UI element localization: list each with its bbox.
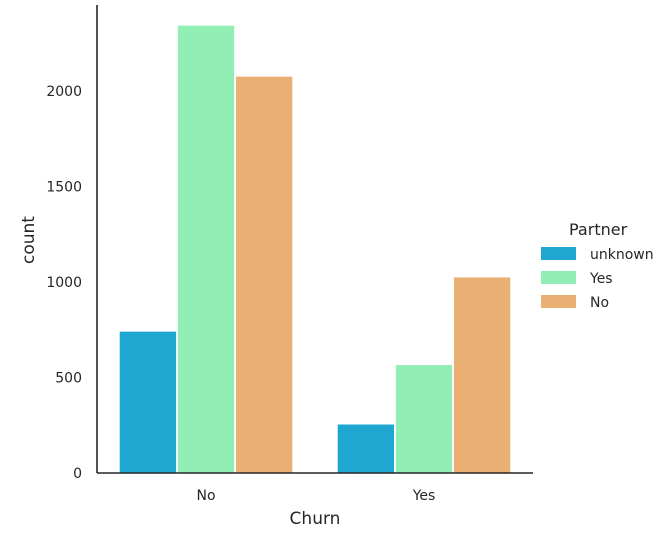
bar-no-unknown [118, 330, 177, 474]
legend-swatch-yes [541, 271, 576, 284]
y-tick-label-1000: 1000 [46, 275, 82, 291]
bar-yes-yes [395, 364, 453, 474]
y-tick-label-2000: 2000 [46, 84, 82, 100]
bar-no-no [235, 75, 294, 474]
legend-swatch-no [541, 295, 576, 308]
bar-no-yes [177, 24, 235, 474]
y-ticks-group: 0 500 1000 1500 2000 [46, 84, 82, 482]
x-tick-label-no: No [196, 488, 215, 504]
legend-label-yes: Yes [589, 271, 613, 287]
legend-label-no: No [590, 295, 609, 311]
x-tick-label-yes: Yes [412, 488, 436, 504]
x-ticks-group: No Yes [196, 488, 435, 504]
legend-label-unknown: unknown [590, 247, 654, 263]
y-tick-label-500: 500 [55, 370, 82, 386]
legend-swatch-unknown [541, 247, 576, 260]
legend-title: Partner [569, 220, 628, 239]
y-tick-label-0: 0 [73, 466, 82, 482]
legend: Partner unknown Yes No [541, 220, 654, 311]
legend-items: unknown Yes No [541, 247, 654, 311]
bars-group [118, 24, 512, 474]
y-axis-title: count [19, 216, 39, 264]
x-axis-title: Churn [290, 509, 341, 529]
bar-yes-unknown [336, 423, 395, 474]
y-tick-label-1500: 1500 [46, 179, 82, 195]
bar-yes-no [453, 276, 512, 474]
